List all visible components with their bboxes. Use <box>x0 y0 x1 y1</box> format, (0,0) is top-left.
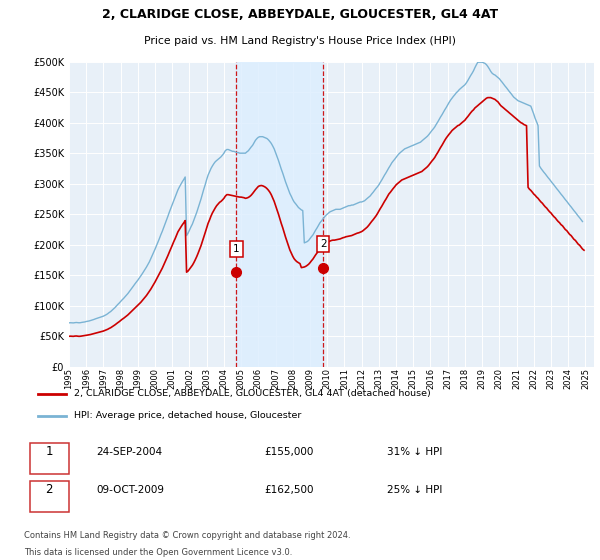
Text: £155,000: £155,000 <box>264 446 313 456</box>
Bar <box>236 62 323 367</box>
FancyBboxPatch shape <box>29 443 68 474</box>
Text: Price paid vs. HM Land Registry's House Price Index (HPI): Price paid vs. HM Land Registry's House … <box>144 36 456 46</box>
Text: 1: 1 <box>233 244 240 254</box>
Text: 24-SEP-2004: 24-SEP-2004 <box>97 446 163 456</box>
Text: This data is licensed under the Open Government Licence v3.0.: This data is licensed under the Open Gov… <box>24 548 292 557</box>
Text: 31% ↓ HPI: 31% ↓ HPI <box>387 446 442 456</box>
FancyBboxPatch shape <box>29 481 68 512</box>
Text: HPI: Average price, detached house, Gloucester: HPI: Average price, detached house, Glou… <box>74 412 302 421</box>
Text: 2, CLARIDGE CLOSE, ABBEYDALE, GLOUCESTER, GL4 4AT: 2, CLARIDGE CLOSE, ABBEYDALE, GLOUCESTER… <box>102 8 498 21</box>
Text: 2, CLARIDGE CLOSE, ABBEYDALE, GLOUCESTER, GL4 4AT (detached house): 2, CLARIDGE CLOSE, ABBEYDALE, GLOUCESTER… <box>74 389 431 398</box>
Text: 25% ↓ HPI: 25% ↓ HPI <box>387 485 442 494</box>
Text: 09-OCT-2009: 09-OCT-2009 <box>97 485 164 494</box>
Text: 1: 1 <box>46 445 53 458</box>
Text: 2: 2 <box>320 240 326 249</box>
Text: Contains HM Land Registry data © Crown copyright and database right 2024.: Contains HM Land Registry data © Crown c… <box>24 530 350 539</box>
Text: £162,500: £162,500 <box>264 485 313 494</box>
Text: 2: 2 <box>46 483 53 496</box>
